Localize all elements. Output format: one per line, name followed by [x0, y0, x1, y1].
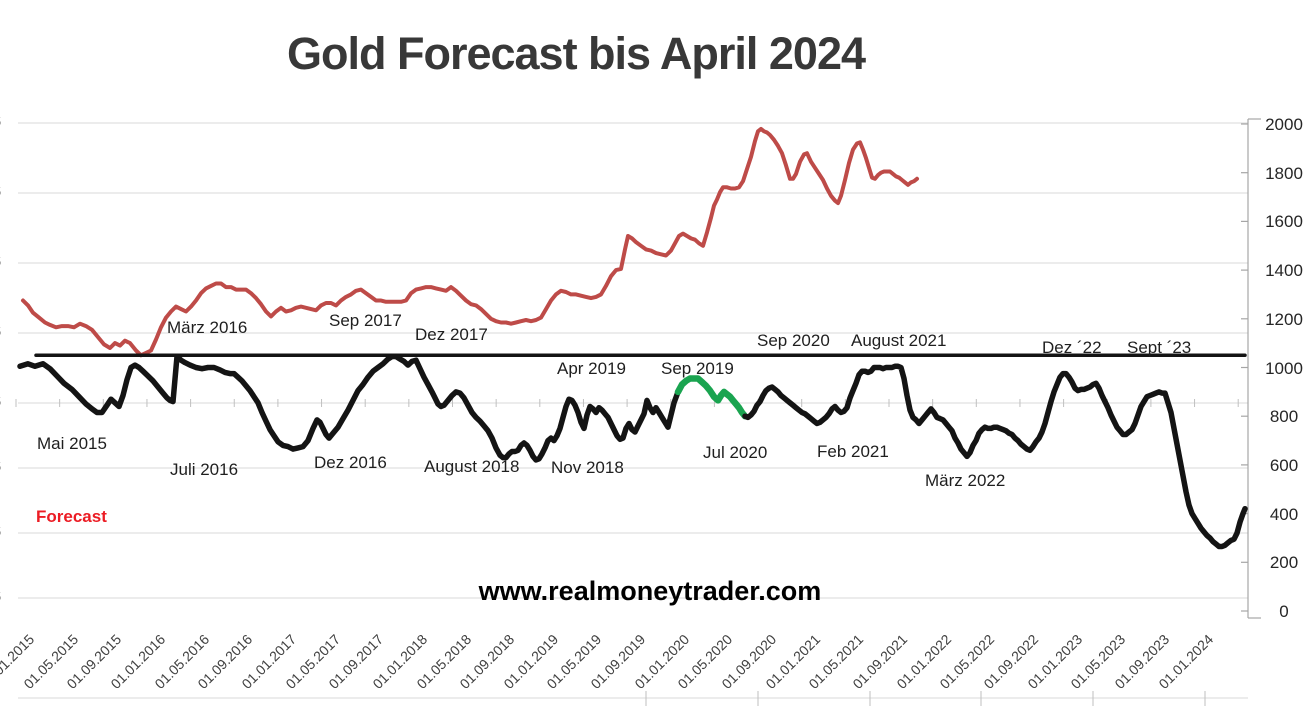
right-axis-label: 800: [1269, 407, 1299, 427]
series-forecast-highlight: [674, 375, 749, 420]
right-axis-label: 0: [1279, 602, 1289, 621]
annotation-sep-2017: Sep 2017: [329, 311, 402, 330]
annotation-juli-2016: Juli 2016: [170, 460, 239, 479]
left-axis-label-fragment: 5: [0, 254, 6, 270]
left-axis-label-fragment: 5: [0, 589, 6, 605]
left-axis-label-fragment: 5: [0, 184, 6, 200]
series-forecast-cycle-2: [742, 363, 1248, 550]
left-axis-label-fragment: 5: [0, 114, 6, 130]
right-axis-label: 400: [1269, 504, 1299, 524]
right-axis-label: 1600: [1265, 212, 1303, 232]
annotation-sept-23: Sept ´23: [1127, 338, 1192, 357]
annotation-mai-2015: Mai 2015: [37, 434, 107, 453]
annotation-sep-2019: Sep 2019: [661, 359, 734, 378]
annotation-m-rz-2022: März 2022: [925, 471, 1006, 490]
website-watermark: www.realmoneytrader.com: [478, 576, 822, 606]
right-axis-label: 2000: [1265, 115, 1303, 134]
left-axis-label-fragment: 5: [0, 324, 6, 340]
right-axis-label: 600: [1269, 455, 1299, 475]
right-axis-label: 1800: [1265, 163, 1303, 183]
series-gold-price: [21, 126, 919, 358]
left-axis-label-fragment: 5: [0, 459, 6, 475]
annotation-apr-2019: Apr 2019: [557, 359, 626, 378]
forecast-legend-label: Forecast: [36, 507, 107, 526]
annotation-dez-22: Dez ´22: [1042, 338, 1102, 357]
chart-title: Gold Forecast bis April 2024: [286, 28, 866, 79]
annotation-dez-2017: Dez 2017: [415, 325, 488, 344]
annotation-dez-2016: Dez 2016: [314, 453, 387, 472]
left-axis-label-fragment: 5: [0, 524, 6, 540]
annotation-jul-2020: Jul 2020: [703, 443, 768, 462]
annotation-august-2021: August 2021: [851, 331, 947, 350]
right-axis-label: 200: [1269, 553, 1299, 573]
annotation-nov-2018: Nov 2018: [551, 458, 624, 477]
annotation-feb-2021: Feb 2021: [817, 442, 889, 461]
right-axis-label: 1000: [1265, 358, 1303, 378]
annotation-m-rz-2016: März 2016: [167, 318, 248, 337]
annotation-august-2018: August 2018: [424, 457, 520, 476]
right-axis-label: 1400: [1265, 261, 1303, 281]
series-forecast-cycle: [17, 353, 681, 463]
left-axis-label-fragment: 5: [0, 394, 6, 410]
annotation-sep-2020: Sep 2020: [757, 331, 830, 350]
right-axis-label: 1200: [1265, 309, 1303, 329]
